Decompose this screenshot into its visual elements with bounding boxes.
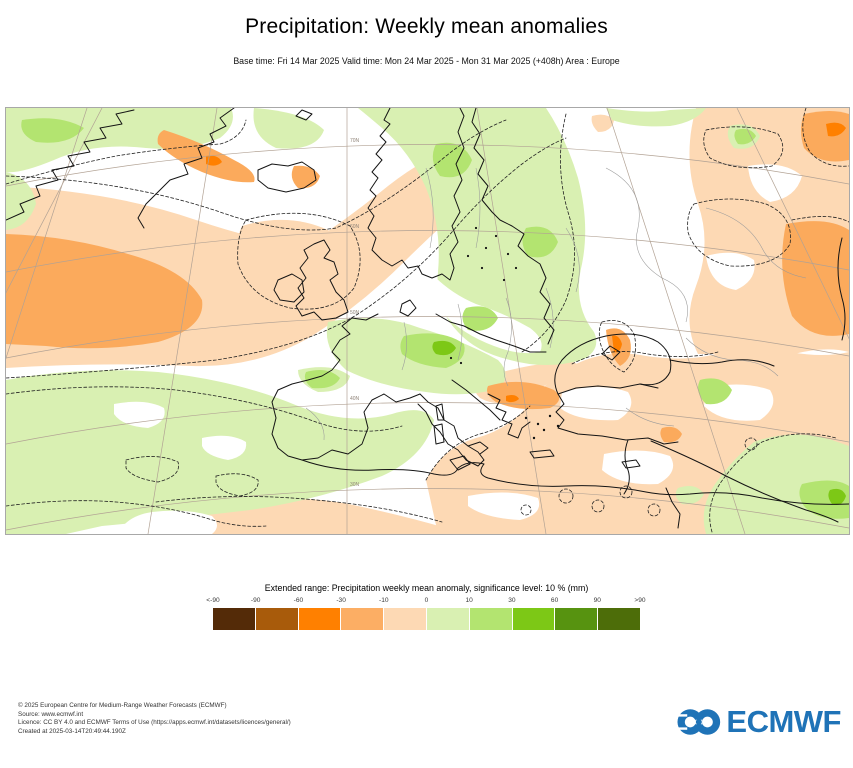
legend-color-box: [555, 608, 598, 630]
significance-contours: [6, 108, 849, 533]
legend-tick-label: 10: [465, 597, 473, 604]
anomaly-fills: [6, 108, 849, 534]
coastlines: [6, 108, 849, 529]
validity-line: Base time: Fri 14 Mar 2025 Valid time: M…: [233, 56, 620, 66]
legend-tick-label: 0: [424, 597, 429, 604]
latitude-label: 50N: [350, 310, 360, 316]
legend-tick-label: -10: [379, 597, 389, 604]
licence-line: Licence: CC BY 4.0 and ECMWF Terms of Us…: [18, 719, 291, 727]
legend-color-box: [426, 608, 469, 630]
legend-tick-label: <-90: [206, 597, 220, 604]
legend-tick-label: -30: [336, 597, 346, 604]
ecmwf-logo: ECMWF: [676, 701, 841, 742]
legend-bar: [213, 608, 640, 630]
ecmwf-logo-icon: [676, 708, 721, 735]
legend-color-box: [298, 608, 341, 630]
latitude-label: 40N: [350, 396, 360, 402]
legend-color-box: [512, 608, 555, 630]
created-line: Created at 2025-03-14T20:49:44.190Z: [18, 728, 126, 736]
latitude-label: 30N: [350, 482, 360, 488]
graticule-labels: 70N 60N 50N 40N 30N: [350, 138, 360, 488]
anomaly-map: 70N 60N 50N 40N 30N: [5, 107, 850, 535]
copyright-line: © 2025 European Centre for Medium-Range …: [18, 702, 227, 709]
legend-color-box: [384, 608, 426, 630]
ecmwf-logo-text: ECMWF: [726, 704, 841, 739]
legend-tick-label: 30: [508, 597, 516, 604]
legend-tick-label: 90: [593, 597, 601, 604]
graticule-lines: [6, 108, 849, 534]
latitude-label: 70N: [350, 138, 360, 144]
source-line: Source: www.ecmwf.int: [18, 710, 84, 718]
attribution-block: © 2025 European Centre for Medium-Range …: [18, 702, 291, 737]
legend-color-box: [341, 608, 384, 630]
map-svg: 70N 60N 50N 40N 30N: [6, 108, 849, 534]
anomaly-accents: [21, 118, 849, 519]
legend-tick-label: >90: [634, 597, 646, 604]
latitude-label: 60N: [350, 224, 360, 230]
legend-color-box: [255, 608, 298, 630]
legend-tick-label: -60: [293, 597, 304, 604]
country-borders: [305, 167, 807, 441]
legend-tick-label: 60: [550, 597, 559, 604]
legend-color-box: [469, 608, 512, 630]
anomaly-white-holes: [114, 164, 802, 534]
legend-tick-label: -90: [250, 597, 261, 604]
legend-ticks: <-90 -90 -60 -30 -10 0 10 30 60 90 >90: [206, 597, 645, 606]
page-title: Precipitation: Weekly mean anomalies: [245, 15, 608, 38]
legend-color-box: [213, 608, 255, 630]
legend-title: Extended range: Precipitation weekly mea…: [264, 583, 589, 593]
legend-color-box: [598, 608, 640, 630]
